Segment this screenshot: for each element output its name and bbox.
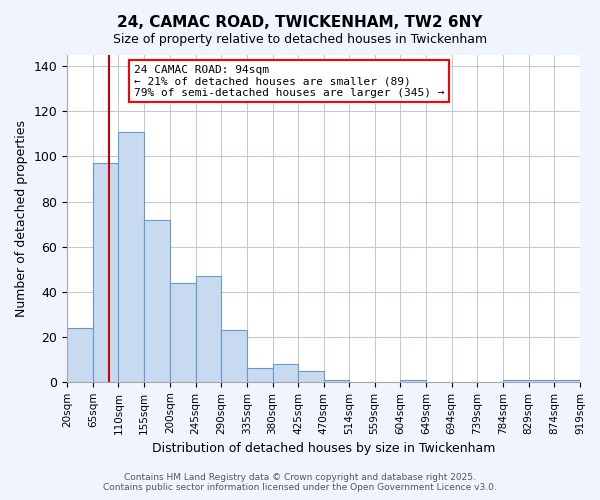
Bar bbox=[400, 380, 426, 382]
Bar bbox=[118, 132, 144, 382]
Y-axis label: Number of detached properties: Number of detached properties bbox=[15, 120, 28, 317]
X-axis label: Distribution of detached houses by size in Twickenham: Distribution of detached houses by size … bbox=[152, 442, 495, 455]
Bar bbox=[144, 220, 170, 382]
Text: Contains HM Land Registry data © Crown copyright and database right 2025.
Contai: Contains HM Land Registry data © Crown c… bbox=[103, 473, 497, 492]
Bar bbox=[503, 380, 580, 382]
Text: 24, CAMAC ROAD, TWICKENHAM, TW2 6NY: 24, CAMAC ROAD, TWICKENHAM, TW2 6NY bbox=[117, 15, 483, 30]
Bar bbox=[67, 328, 93, 382]
Bar bbox=[324, 380, 349, 382]
Text: Size of property relative to detached houses in Twickenham: Size of property relative to detached ho… bbox=[113, 32, 487, 46]
Bar bbox=[196, 276, 221, 382]
Text: 24 CAMAC ROAD: 94sqm
← 21% of detached houses are smaller (89)
79% of semi-detac: 24 CAMAC ROAD: 94sqm ← 21% of detached h… bbox=[134, 65, 445, 98]
Bar bbox=[272, 364, 298, 382]
Bar bbox=[170, 282, 196, 382]
Bar bbox=[298, 370, 324, 382]
Bar bbox=[247, 368, 272, 382]
Bar bbox=[93, 163, 118, 382]
Bar bbox=[221, 330, 247, 382]
